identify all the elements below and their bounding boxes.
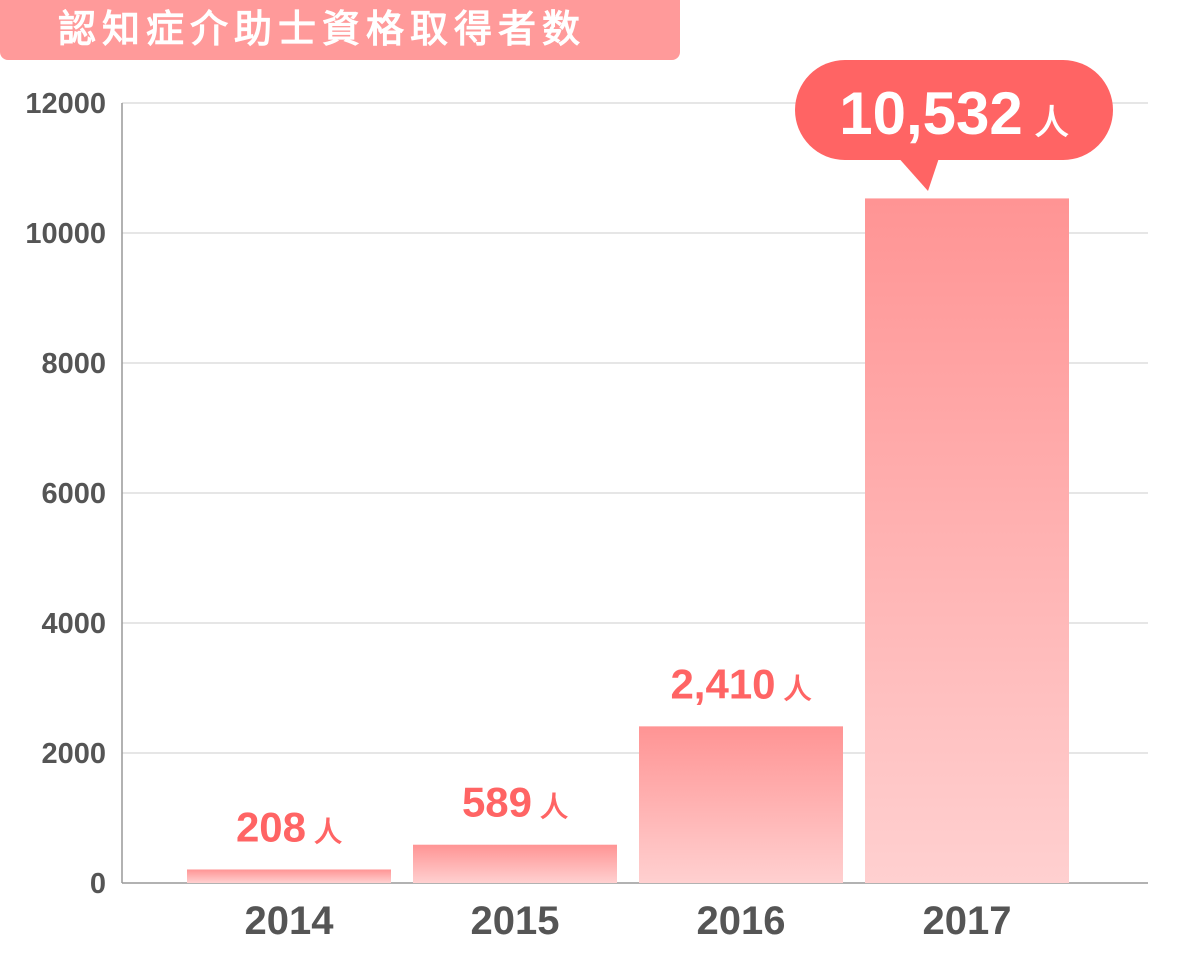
bar-value-number: 208 [236, 803, 306, 850]
y-tick-label: 8000 [41, 348, 106, 380]
x-tick-label: 2014 [245, 899, 335, 943]
callout-pointer [896, 155, 940, 191]
y-tick-label: 0 [90, 868, 106, 900]
y-tick-label: 6000 [41, 478, 106, 510]
bar-2017 [865, 198, 1069, 884]
bar-value-label: 2,410 人 [670, 660, 811, 707]
bar-2015 [413, 844, 617, 883]
bar-value-number: 589 [462, 779, 532, 826]
bars [187, 198, 1069, 884]
bar-2016 [639, 726, 843, 883]
bar-2014 [187, 869, 391, 883]
y-axis-ticks: 0 2000 4000 6000 8000 10000 12000 [25, 88, 106, 900]
y-tick-label: 4000 [41, 608, 106, 640]
bar-value-number: 2,410 [670, 660, 775, 707]
bar-value-labels: 208 人 589 人 2,410 人 [236, 660, 812, 850]
y-tick-label: 12000 [25, 88, 106, 120]
bar-value-unit: 人 [314, 816, 342, 847]
callout-bubble: 10,532 人 [795, 60, 1113, 191]
bar-value-label: 10,532 人 [839, 80, 1069, 147]
y-tick-label: 10000 [25, 218, 106, 250]
x-tick-label: 2017 [923, 899, 1012, 943]
bar-value-unit: 人 [1035, 104, 1069, 142]
highlight-callout: 10,532 人 [795, 60, 1113, 191]
bar-value-label: 589 人 [462, 779, 568, 826]
bar-value-unit: 人 [784, 673, 812, 704]
x-tick-label: 2016 [697, 899, 786, 943]
chart-title: 認知症介助士資格取得者数 [0, 0, 680, 60]
x-tick-label: 2015 [471, 899, 560, 943]
bar-value-number: 10,532 [839, 80, 1023, 147]
callout-bubble-body [795, 60, 1113, 160]
x-axis-ticks: 2014 2015 2016 2017 [245, 899, 1012, 943]
bar-value-label: 208 人 [236, 803, 342, 850]
bar-value-unit: 人 [540, 792, 568, 823]
y-tick-label: 2000 [41, 738, 106, 770]
